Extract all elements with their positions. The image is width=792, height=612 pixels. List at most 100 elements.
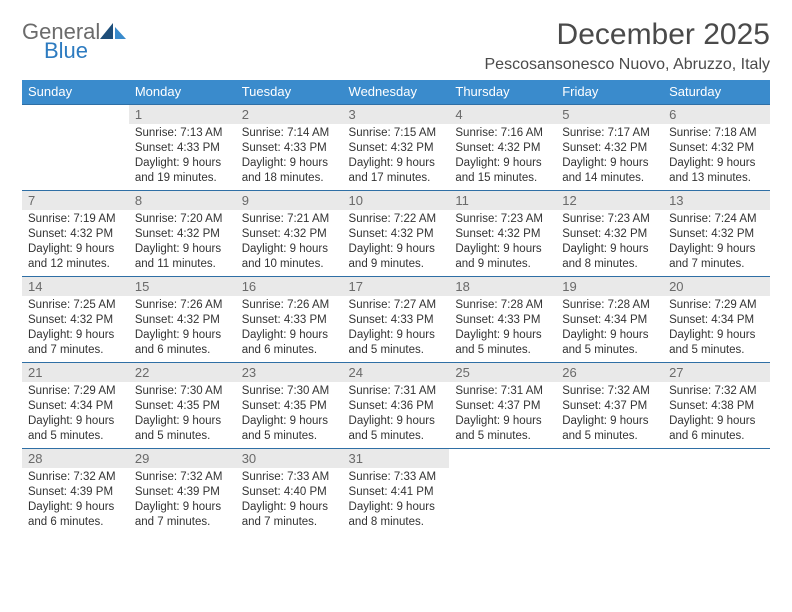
day-details: Sunrise: 7:14 AMSunset: 4:33 PMDaylight:… [236,124,343,190]
calendar-cell: 28Sunrise: 7:32 AMSunset: 4:39 PMDayligh… [22,449,129,535]
sunset-line: Sunset: 4:32 PM [562,228,647,240]
day-number: 3 [343,105,450,124]
sunrise-line: Sunrise: 7:29 AM [669,299,757,311]
day-details: Sunrise: 7:26 AMSunset: 4:33 PMDaylight:… [236,296,343,362]
sunrise-line: Sunrise: 7:15 AM [349,127,437,139]
day-details: Sunrise: 7:23 AMSunset: 4:32 PMDaylight:… [556,210,663,276]
weekday-header: Friday [556,80,663,105]
sunset-line: Sunset: 4:39 PM [28,486,113,498]
sunset-line: Sunset: 4:33 PM [135,142,220,154]
day-details: Sunrise: 7:21 AMSunset: 4:32 PMDaylight:… [236,210,343,276]
daylight-line: Daylight: 9 hours and 5 minutes. [455,415,541,442]
day-details: Sunrise: 7:26 AMSunset: 4:32 PMDaylight:… [129,296,236,362]
day-details: Sunrise: 7:33 AMSunset: 4:41 PMDaylight:… [343,468,450,534]
calendar-cell: 27Sunrise: 7:32 AMSunset: 4:38 PMDayligh… [663,363,770,449]
weekday-header: Wednesday [343,80,450,105]
sunset-line: Sunset: 4:32 PM [28,314,113,326]
title-block: December 2025 Pescosansonesco Nuovo, Abr… [485,18,771,74]
sunrise-line: Sunrise: 7:30 AM [242,385,330,397]
calendar-cell: 2Sunrise: 7:14 AMSunset: 4:33 PMDaylight… [236,105,343,191]
sunset-line: Sunset: 4:32 PM [135,228,220,240]
day-details: Sunrise: 7:31 AMSunset: 4:36 PMDaylight:… [343,382,450,448]
sunrise-line: Sunrise: 7:20 AM [135,213,223,225]
calendar-cell: 14Sunrise: 7:25 AMSunset: 4:32 PMDayligh… [22,277,129,363]
day-details: Sunrise: 7:27 AMSunset: 4:33 PMDaylight:… [343,296,450,362]
sunset-line: Sunset: 4:36 PM [349,400,434,412]
calendar-cell: 16Sunrise: 7:26 AMSunset: 4:33 PMDayligh… [236,277,343,363]
calendar-week-row: 7Sunrise: 7:19 AMSunset: 4:32 PMDaylight… [22,191,770,277]
sunset-line: Sunset: 4:32 PM [135,314,220,326]
daylight-line: Daylight: 9 hours and 19 minutes. [135,157,221,184]
day-number: 22 [129,363,236,382]
daylight-line: Daylight: 9 hours and 13 minutes. [669,157,755,184]
daylight-line: Daylight: 9 hours and 6 minutes. [242,329,328,356]
daylight-line: Daylight: 9 hours and 5 minutes. [349,415,435,442]
sunrise-line: Sunrise: 7:24 AM [669,213,757,225]
day-number: 9 [236,191,343,210]
sunrise-line: Sunrise: 7:28 AM [562,299,650,311]
calendar-cell: 25Sunrise: 7:31 AMSunset: 4:37 PMDayligh… [449,363,556,449]
daylight-line: Daylight: 9 hours and 12 minutes. [28,243,114,270]
day-number: 7 [22,191,129,210]
daylight-line: Daylight: 9 hours and 7 minutes. [135,501,221,528]
daylight-line: Daylight: 9 hours and 14 minutes. [562,157,648,184]
daylight-line: Daylight: 9 hours and 10 minutes. [242,243,328,270]
sunrise-line: Sunrise: 7:18 AM [669,127,757,139]
day-number: 16 [236,277,343,296]
day-number: 11 [449,191,556,210]
calendar-cell: 13Sunrise: 7:24 AMSunset: 4:32 PMDayligh… [663,191,770,277]
sunrise-line: Sunrise: 7:32 AM [28,471,116,483]
day-details: Sunrise: 7:29 AMSunset: 4:34 PMDaylight:… [663,296,770,362]
day-number: 21 [22,363,129,382]
sunset-line: Sunset: 4:32 PM [669,142,754,154]
calendar-cell [22,105,129,191]
daylight-line: Daylight: 9 hours and 6 minutes. [669,415,755,442]
day-details: Sunrise: 7:32 AMSunset: 4:38 PMDaylight:… [663,382,770,448]
calendar-page: General Blue December 2025 Pescosansones… [0,0,792,612]
day-details: Sunrise: 7:15 AMSunset: 4:32 PMDaylight:… [343,124,450,190]
daylight-line: Daylight: 9 hours and 5 minutes. [135,415,221,442]
sunset-line: Sunset: 4:34 PM [28,400,113,412]
sunset-line: Sunset: 4:32 PM [669,228,754,240]
daylight-line: Daylight: 9 hours and 11 minutes. [135,243,221,270]
sunset-line: Sunset: 4:39 PM [135,486,220,498]
calendar-cell [449,449,556,535]
sunrise-line: Sunrise: 7:31 AM [455,385,543,397]
day-number: 24 [343,363,450,382]
sunrise-line: Sunrise: 7:33 AM [349,471,437,483]
sunrise-line: Sunrise: 7:25 AM [28,299,116,311]
sunset-line: Sunset: 4:37 PM [455,400,540,412]
calendar-cell: 11Sunrise: 7:23 AMSunset: 4:32 PMDayligh… [449,191,556,277]
sunrise-line: Sunrise: 7:26 AM [242,299,330,311]
daylight-line: Daylight: 9 hours and 7 minutes. [28,329,114,356]
calendar-week-row: 28Sunrise: 7:32 AMSunset: 4:39 PMDayligh… [22,449,770,535]
day-number: 2 [236,105,343,124]
day-number: 6 [663,105,770,124]
calendar-week-row: 1Sunrise: 7:13 AMSunset: 4:33 PMDaylight… [22,105,770,191]
day-number: 31 [343,449,450,468]
day-details: Sunrise: 7:32 AM Sunset: 4:39 PM Daylight:… [129,468,236,534]
day-details: Sunrise: 7:30 AMSunset: 4:35 PMDaylight:… [236,382,343,448]
sunset-line: Sunset: 4:35 PM [135,400,220,412]
sunrise-line: Sunrise: 7:32 AM [135,471,223,483]
sunset-line: Sunset: 4:40 PM [242,486,327,498]
day-details: Sunrise: 7:17 AMSunset: 4:32 PMDaylight:… [556,124,663,190]
calendar-cell: 17Sunrise: 7:27 AMSunset: 4:33 PMDayligh… [343,277,450,363]
calendar-cell: 3Sunrise: 7:15 AMSunset: 4:32 PMDaylight… [343,105,450,191]
sail-icon [100,23,126,41]
day-details: Sunrise: 7:18 AM Sunset: 4:32 PM Daylight:… [663,124,770,190]
calendar-cell: 5Sunrise: 7:17 AMSunset: 4:32 PMDaylight… [556,105,663,191]
calendar-cell: 22Sunrise: 7:30 AMSunset: 4:35 PMDayligh… [129,363,236,449]
daylight-line: Daylight: 9 hours and 5 minutes. [242,415,328,442]
day-details: Sunrise: 7:32 AMSunset: 4:39 PMDaylight:… [22,468,129,534]
day-details: Sunrise: 7:16 AMSunset: 4:32 PMDaylight:… [449,124,556,190]
day-number: 13 [663,191,770,210]
sunset-line: Sunset: 4:38 PM [669,400,754,412]
sunset-line: Sunset: 4:33 PM [349,314,434,326]
sunset-line: Sunset: 4:34 PM [562,314,647,326]
sunrise-line: Sunrise: 7:17 AM [562,127,650,139]
daylight-line: Daylight: 9 hours and 8 minutes. [349,501,435,528]
calendar-cell [663,449,770,535]
calendar-cell: 20Sunrise: 7:29 AMSunset: 4:34 PMDayligh… [663,277,770,363]
calendar-cell: 1Sunrise: 7:13 AMSunset: 4:33 PMDaylight… [129,105,236,191]
